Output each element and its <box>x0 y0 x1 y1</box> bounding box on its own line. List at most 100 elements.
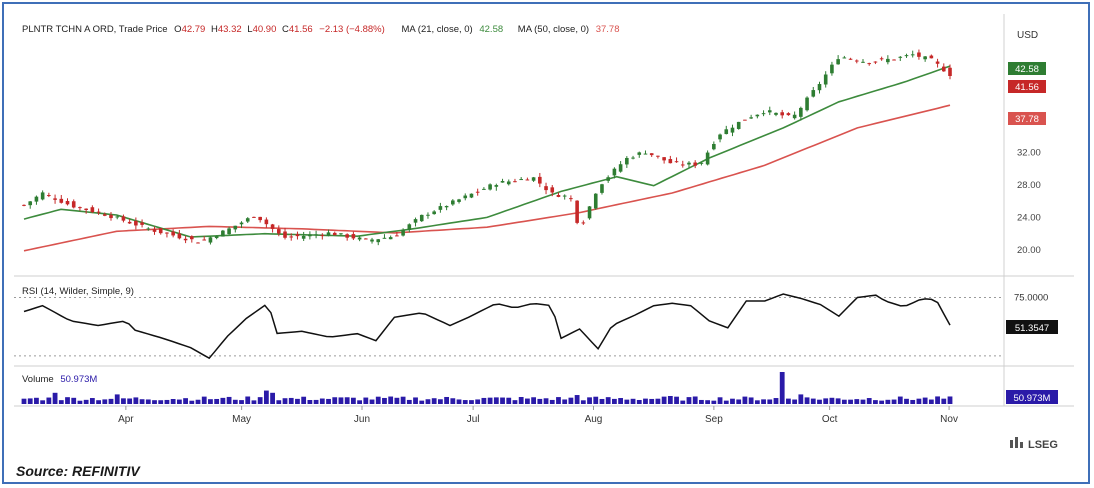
volume-bar <box>873 400 878 404</box>
volume-bar <box>431 398 437 404</box>
candlesticks <box>22 49 952 246</box>
volume-bar <box>344 397 350 404</box>
volume-bar <box>27 398 33 404</box>
volume-bar <box>754 400 760 404</box>
candle-body <box>301 235 306 239</box>
candle-body <box>258 216 262 221</box>
candle-body <box>823 74 828 85</box>
svg-text:LSEG: LSEG <box>1028 439 1058 451</box>
high-value: 43.32 <box>218 24 242 35</box>
volume-bar <box>21 398 27 404</box>
volume-bar <box>792 399 798 404</box>
candle-body <box>680 164 685 166</box>
volume-bar <box>232 399 238 404</box>
candle-body <box>320 235 325 237</box>
candle-body <box>674 161 679 163</box>
candle-body <box>382 237 387 239</box>
candle-body <box>712 143 716 150</box>
volume-bar <box>189 400 195 404</box>
volume-bar <box>574 395 580 404</box>
candle-body <box>295 234 300 237</box>
candle-body <box>699 162 704 164</box>
candle-body <box>40 192 45 200</box>
volume-bar <box>531 397 537 404</box>
candle-body <box>736 121 741 129</box>
candle-body <box>34 196 39 202</box>
svg-text:41.56: 41.56 <box>1015 82 1039 93</box>
candle-body <box>687 162 691 165</box>
candle-body <box>96 211 101 213</box>
close-value: 41.56 <box>289 24 313 35</box>
volume-bar <box>307 400 313 404</box>
volume-bar <box>257 397 263 404</box>
candle-body <box>463 195 468 199</box>
candle-body <box>451 200 455 205</box>
candle-body <box>419 214 424 222</box>
candle-body <box>774 112 778 115</box>
x-tick-label: Apr <box>118 414 134 425</box>
volume-bar <box>102 399 108 404</box>
volume-bar <box>860 399 866 404</box>
volume-bar <box>891 399 897 404</box>
volume-bar <box>692 396 698 404</box>
source-caption: Source: REFINITIV <box>16 463 140 479</box>
volume-bar <box>239 400 244 404</box>
volume-bar <box>158 400 164 404</box>
ma21-label: MA (21, close, 0) <box>401 24 472 35</box>
volume-bar <box>245 396 251 404</box>
candle-body <box>861 61 865 63</box>
candle-body <box>618 164 623 172</box>
x-tick-label: Nov <box>940 414 958 425</box>
volume-bar <box>922 397 928 404</box>
volume-bar <box>730 398 735 404</box>
candle-body <box>879 58 884 60</box>
candle-body <box>743 119 747 121</box>
ma21-value: 42.58 <box>479 24 503 35</box>
candle-body <box>339 233 343 235</box>
candle-body <box>245 218 250 222</box>
volume-bar <box>773 398 779 404</box>
candle-body <box>370 239 374 242</box>
candle-body <box>786 113 791 116</box>
volume-bar <box>388 396 394 404</box>
volume-bar <box>176 399 182 404</box>
volume-bar <box>910 399 916 404</box>
volume-bar <box>916 398 922 404</box>
volume-bar <box>382 397 387 404</box>
volume-value: 50.973M <box>60 374 97 385</box>
volume-bar <box>152 400 157 404</box>
volume-bar <box>400 396 406 404</box>
candle-body <box>152 229 157 232</box>
candle-body <box>494 185 499 187</box>
volume-bar <box>723 400 729 404</box>
candle-body <box>718 134 722 140</box>
candle-body <box>165 232 169 234</box>
candle-body <box>364 238 368 240</box>
candle-body <box>109 214 113 219</box>
volume-legend: Volume 50.973M <box>22 374 97 385</box>
candle-body <box>917 52 921 57</box>
volume-bar <box>319 398 325 404</box>
candle-body <box>625 157 629 165</box>
volume-bar <box>413 397 418 404</box>
candle-body <box>326 232 331 236</box>
volume-bar <box>556 397 561 404</box>
volume-bar <box>630 398 636 404</box>
volume-bar <box>450 398 456 404</box>
volume-bar <box>65 397 70 404</box>
ma21-badge <box>1008 62 1046 75</box>
candle-body <box>332 232 337 236</box>
candle-body <box>513 181 517 183</box>
volume-bar <box>537 398 543 404</box>
candle-body <box>444 205 449 208</box>
volume-bar <box>456 399 462 404</box>
volume-bar <box>77 400 83 404</box>
candle-body <box>693 162 697 166</box>
volume-bar <box>804 397 810 404</box>
candle-body <box>587 206 592 219</box>
volume-bar <box>363 397 369 404</box>
volume-bar <box>661 396 667 404</box>
volume-bar <box>201 396 207 404</box>
chart-background <box>14 14 1084 456</box>
